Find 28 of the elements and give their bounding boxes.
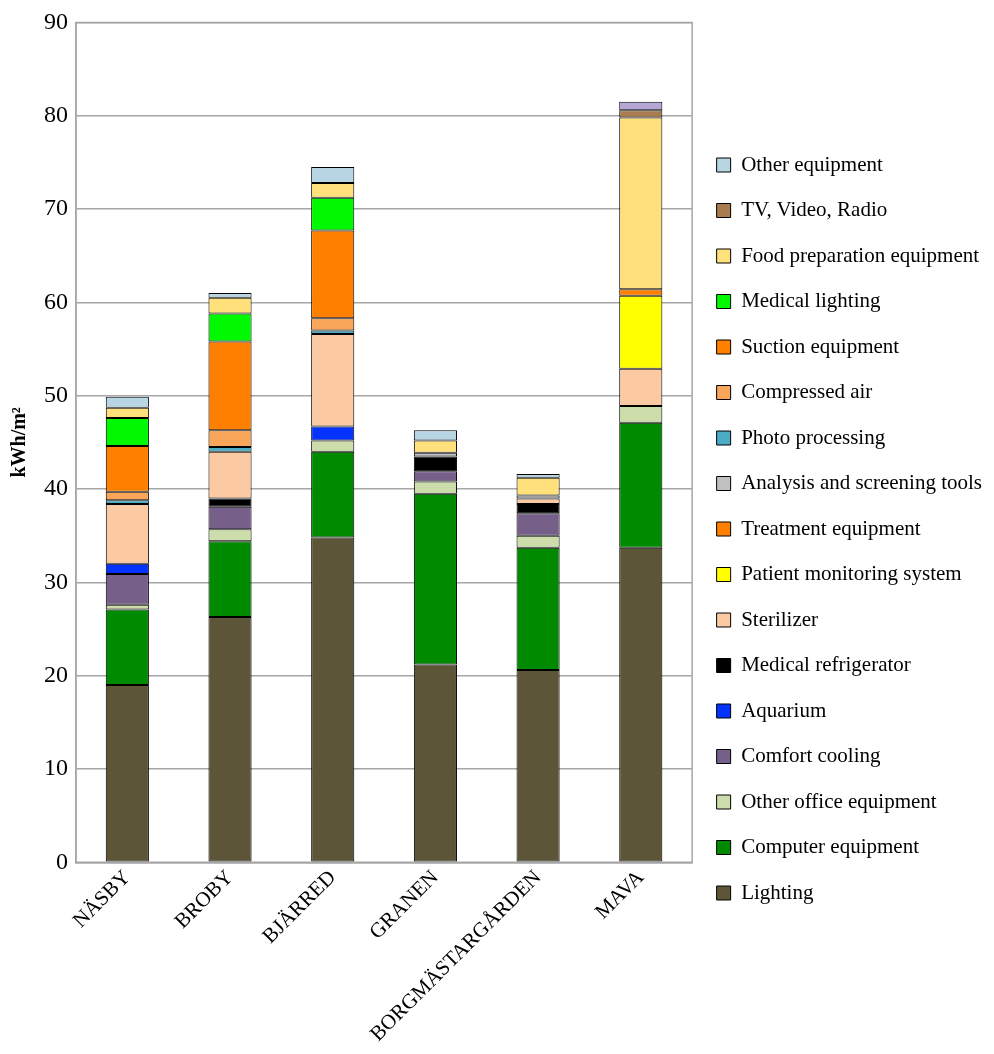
legend-label: Computer equipment [741,834,920,859]
legend-label: Comfort cooling [741,743,882,768]
y-tick-label: 70 [44,194,68,221]
legend-label: Aquarium [741,697,827,722]
y-tick-label: 80 [44,101,68,128]
legend-label: Medical refrigerator [741,652,911,677]
legend-label: Food preparation equipment [741,242,980,267]
legend-label: Patient monitoring system [741,561,962,586]
y-tick-label: 20 [44,661,68,687]
y-tick-label: 60 [44,287,68,314]
legend-label: Suction equipment [741,333,900,358]
y-tick-label: 90 [44,7,68,34]
legend-label: Lighting [741,879,814,904]
y-tick-label: 40 [44,474,68,501]
legend-label: TV, Video, Radio [741,197,888,222]
legend-label: Photo processing [741,424,886,449]
legend-label: Compressed air [741,379,873,404]
y-tick-label: 30 [44,567,68,594]
legend-label: Other equipment [741,151,883,176]
legend-label: Analysis and screening tools [741,470,982,495]
y-tick-label: 50 [44,381,68,408]
y-tick-label: 10 [44,754,68,781]
legend-label: Other office equipment [741,788,937,813]
legend-label: Sterilizer [741,606,819,631]
legend-label: Medical lighting [741,288,882,313]
y-tick-label: 0 [56,847,68,874]
legend-label: Treatment equipment [741,515,921,540]
y-axis-title: kWh/m² [7,407,30,478]
